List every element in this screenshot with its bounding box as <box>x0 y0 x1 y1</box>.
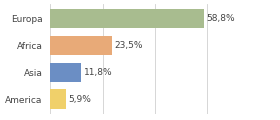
Bar <box>50 63 81 82</box>
Bar <box>50 9 204 28</box>
Bar <box>50 36 112 55</box>
Text: 11,8%: 11,8% <box>84 68 113 77</box>
Text: 5,9%: 5,9% <box>68 95 91 104</box>
Bar <box>50 90 66 109</box>
Text: 23,5%: 23,5% <box>115 41 143 50</box>
Text: 58,8%: 58,8% <box>207 14 235 23</box>
